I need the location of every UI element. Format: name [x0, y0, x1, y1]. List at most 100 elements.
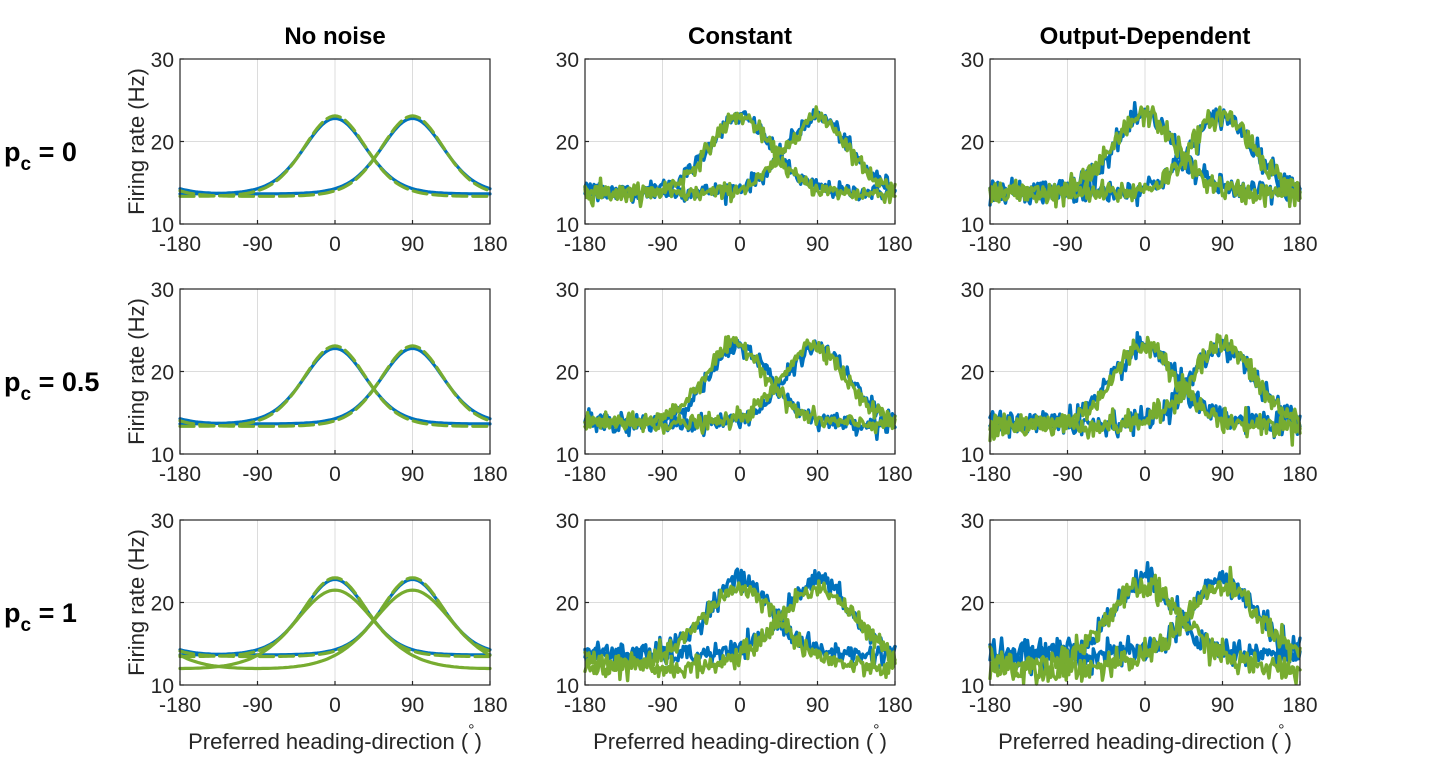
- x-tick-label: -90: [647, 694, 677, 717]
- x-tick-label: 180: [877, 694, 912, 717]
- y-tick-label: 20: [151, 362, 174, 385]
- panel-r2c3: -180 -90 0 90 180 10 20 30: [961, 279, 1318, 486]
- x-axis-label-close: ): [880, 729, 887, 754]
- x-tick-label: 90: [401, 233, 424, 256]
- x-tick-label: -180: [969, 463, 1011, 486]
- y-tick-label: 30: [556, 510, 579, 533]
- row-label-sub: c: [21, 615, 32, 636]
- y-tick-label: 20: [961, 132, 984, 155]
- y-tick-label: 30: [556, 49, 579, 72]
- x-tick-label: 180: [877, 463, 912, 486]
- series-line-green: [178, 344, 492, 428]
- x-tick-label: -180: [564, 463, 606, 486]
- x-tick-label: 90: [1211, 694, 1234, 717]
- y-tick-label: 10: [961, 675, 984, 698]
- y-tick-label: 10: [961, 214, 984, 237]
- row-label: pc = 0: [4, 137, 77, 175]
- x-tick-label: -180: [159, 694, 201, 717]
- series-line-blue: [583, 569, 897, 667]
- x-tick-label: 0: [734, 463, 746, 486]
- y-tick-label: 30: [151, 49, 174, 72]
- x-tick-label: 90: [806, 233, 829, 256]
- series-line-green: [178, 114, 492, 198]
- degree-symbol: °: [1278, 722, 1284, 739]
- x-tick-label: -90: [1052, 463, 1082, 486]
- x-tick-label: -90: [1052, 233, 1082, 256]
- x-tick-label: -90: [647, 233, 677, 256]
- row-label-rest: = 1: [31, 598, 77, 628]
- row-label-sub: c: [21, 154, 32, 175]
- x-tick-label: -90: [242, 233, 272, 256]
- panel-r2c2: -180 -90 0 90 180 10 20 30: [556, 279, 913, 486]
- x-tick-label: -90: [647, 463, 677, 486]
- y-tick-label: 10: [556, 214, 579, 237]
- degree-symbol: °: [873, 722, 879, 739]
- x-tick-label: 90: [401, 463, 424, 486]
- x-axis-label-text: Preferred heading-direction (: [998, 729, 1279, 754]
- degree-symbol: °: [468, 722, 474, 739]
- y-tick-label: 30: [961, 49, 984, 72]
- series-line-green: [178, 588, 492, 671]
- y-tick-label: 10: [151, 444, 174, 467]
- series-line-green: [178, 588, 492, 671]
- panel-r1c2: -180 -90 0 90 180 10 20 30: [556, 49, 913, 256]
- series-line-green: [178, 576, 492, 659]
- row-label-main: p: [4, 137, 21, 167]
- x-tick-label: 180: [1282, 694, 1317, 717]
- series-line-green: [583, 111, 897, 209]
- x-tick-label: 0: [329, 694, 341, 717]
- y-axis-label: Firing rate (Hz): [124, 298, 149, 445]
- x-tick-label: 90: [806, 694, 829, 717]
- x-tick-label: -180: [159, 233, 201, 256]
- x-tick-label: 0: [329, 233, 341, 256]
- x-tick-label: 0: [1139, 463, 1151, 486]
- x-tick-label: 0: [1139, 694, 1151, 717]
- x-tick-label: -90: [1052, 694, 1082, 717]
- x-tick-label: -180: [159, 463, 201, 486]
- x-tick-label: 0: [734, 233, 746, 256]
- x-tick-label: 180: [472, 694, 507, 717]
- x-axis-label: Preferred heading-direction (°): [593, 722, 887, 754]
- x-tick-label: -180: [564, 694, 606, 717]
- x-tick-label: -90: [242, 694, 272, 717]
- x-tick-label: 180: [877, 233, 912, 256]
- y-tick-label: 30: [961, 279, 984, 302]
- x-tick-label: 90: [1211, 463, 1234, 486]
- y-tick-label: 30: [151, 510, 174, 533]
- x-tick-label: 180: [1282, 463, 1317, 486]
- x-axis-label-close: ): [475, 729, 482, 754]
- y-tick-label: 30: [151, 279, 174, 302]
- row-label-rest: = 0: [31, 137, 77, 167]
- x-axis-label-close: ): [1285, 729, 1292, 754]
- y-tick-label: 30: [556, 279, 579, 302]
- x-axis-label: Preferred heading-direction (°): [998, 722, 1292, 754]
- x-tick-label: 90: [401, 694, 424, 717]
- series-line-green: [583, 105, 897, 204]
- row-label-main: p: [4, 598, 21, 628]
- series-line-green: [988, 565, 1302, 686]
- y-tick-label: 10: [151, 214, 174, 237]
- y-tick-label: 10: [151, 675, 174, 698]
- series-line-green: [583, 579, 897, 679]
- panel-r1c3: -180 -90 0 90 180 10 20 30: [961, 49, 1318, 256]
- column-title: Constant: [688, 23, 792, 50]
- x-tick-label: 180: [472, 233, 507, 256]
- row-label: pc = 0.5: [4, 367, 99, 405]
- y-tick-label: 10: [961, 444, 984, 467]
- x-tick-label: 180: [1282, 233, 1317, 256]
- y-axis-label: Firing rate (Hz): [124, 68, 149, 215]
- series-line-green: [988, 105, 1302, 209]
- series-line-green: [988, 333, 1302, 440]
- x-tick-label: -180: [564, 233, 606, 256]
- row-label: pc = 1: [4, 598, 77, 636]
- x-tick-label: 0: [734, 694, 746, 717]
- x-tick-label: 90: [806, 463, 829, 486]
- column-title: Output-Dependent: [1040, 23, 1251, 50]
- y-tick-label: 20: [556, 593, 579, 616]
- column-title: No noise: [284, 23, 385, 50]
- series-line-green: [583, 581, 897, 683]
- panel-r3c3: -180 -90 0 90 180 10 20 30 Preferred heading-dir…: [961, 510, 1318, 754]
